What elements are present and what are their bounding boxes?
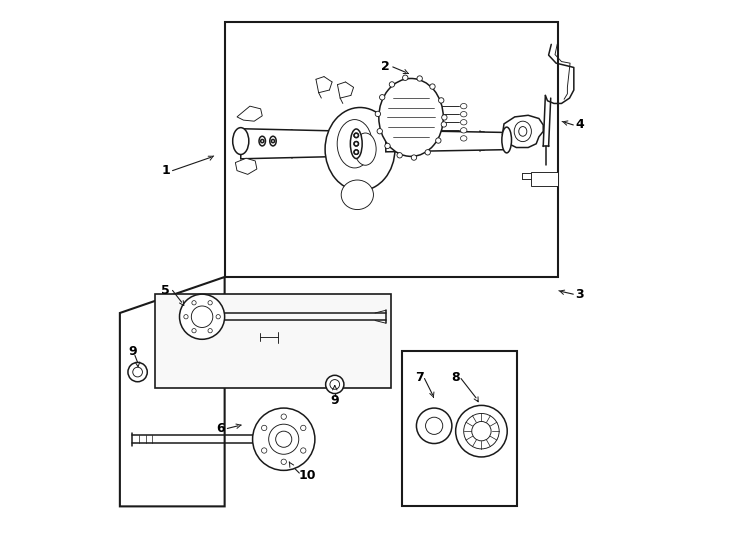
Circle shape [375,111,380,117]
Circle shape [438,98,444,103]
Circle shape [272,139,275,143]
Circle shape [464,414,499,449]
Circle shape [354,150,358,154]
Circle shape [441,122,446,127]
Circle shape [208,328,212,333]
Ellipse shape [519,126,527,136]
Circle shape [252,408,315,470]
Polygon shape [502,115,543,147]
Ellipse shape [325,107,395,191]
Text: 5: 5 [161,284,170,297]
Text: 2: 2 [382,60,390,73]
Circle shape [472,422,491,441]
Circle shape [436,138,441,143]
Ellipse shape [460,136,467,141]
Circle shape [208,301,212,305]
Polygon shape [155,294,391,388]
Circle shape [377,129,382,134]
Circle shape [192,328,196,333]
Circle shape [442,114,447,120]
Polygon shape [241,129,356,159]
Circle shape [402,75,408,80]
Text: 6: 6 [217,422,225,435]
Text: 10: 10 [298,469,316,482]
Ellipse shape [460,119,467,125]
Circle shape [216,315,220,319]
Ellipse shape [460,104,467,109]
Circle shape [425,150,430,155]
Ellipse shape [350,129,362,159]
Circle shape [128,362,148,382]
Ellipse shape [460,127,467,133]
Circle shape [326,375,344,394]
Text: 3: 3 [575,288,584,301]
Ellipse shape [341,180,374,210]
Text: 8: 8 [451,371,460,384]
Ellipse shape [460,112,467,117]
Circle shape [389,82,395,87]
Circle shape [354,133,358,138]
Polygon shape [120,277,225,507]
Circle shape [430,84,435,89]
Bar [225,22,558,277]
Ellipse shape [337,119,372,168]
Circle shape [379,94,385,100]
Circle shape [426,417,443,434]
Circle shape [261,448,267,453]
Circle shape [180,294,225,339]
Polygon shape [386,130,506,152]
Circle shape [330,380,340,389]
Ellipse shape [379,78,443,157]
Circle shape [354,133,358,138]
Circle shape [281,414,286,420]
Circle shape [184,315,188,319]
Circle shape [456,406,507,457]
Ellipse shape [515,121,531,141]
Circle shape [411,155,417,160]
Circle shape [385,143,390,148]
Circle shape [416,408,452,443]
Circle shape [354,141,358,146]
Circle shape [281,459,286,464]
Polygon shape [236,158,257,174]
Text: 7: 7 [415,371,424,384]
Text: 9: 9 [128,345,137,358]
Bar [402,350,517,507]
Polygon shape [237,106,262,121]
Ellipse shape [233,127,249,154]
Circle shape [276,431,292,447]
Ellipse shape [355,133,376,165]
Bar [531,172,558,186]
Circle shape [354,141,358,146]
Circle shape [354,150,358,154]
Circle shape [301,426,306,430]
Circle shape [269,424,299,454]
Text: 9: 9 [330,394,339,407]
Circle shape [397,153,402,158]
Circle shape [261,139,264,143]
Ellipse shape [502,127,512,153]
Circle shape [192,306,213,327]
Text: 1: 1 [161,164,170,177]
Circle shape [192,301,196,305]
Ellipse shape [270,136,276,146]
Text: 4: 4 [575,118,584,131]
Circle shape [417,76,422,81]
Circle shape [133,367,142,377]
Circle shape [301,448,306,453]
Ellipse shape [259,136,266,146]
Circle shape [261,426,267,430]
